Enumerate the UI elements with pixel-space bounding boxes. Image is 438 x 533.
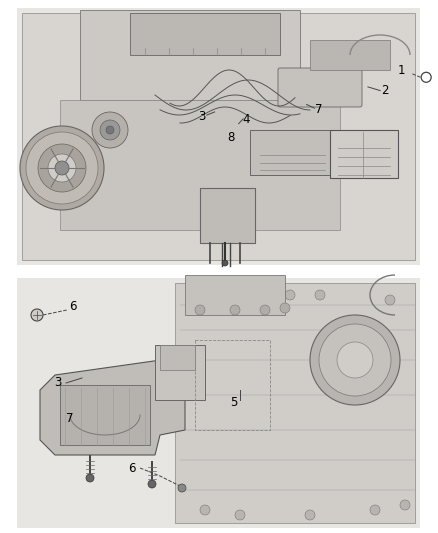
Text: 6: 6	[128, 462, 136, 474]
FancyBboxPatch shape	[80, 10, 300, 100]
Text: 7: 7	[66, 411, 74, 424]
Circle shape	[225, 290, 235, 300]
Text: 3: 3	[199, 110, 206, 123]
Circle shape	[48, 154, 76, 182]
Circle shape	[385, 295, 395, 305]
Circle shape	[319, 324, 391, 396]
Circle shape	[260, 305, 270, 315]
Text: 3: 3	[54, 376, 62, 390]
Circle shape	[235, 510, 245, 520]
Circle shape	[92, 112, 128, 148]
Text: 7: 7	[315, 103, 323, 116]
Bar	[22, 13, 415, 260]
FancyBboxPatch shape	[185, 275, 285, 315]
Polygon shape	[40, 358, 185, 455]
Circle shape	[400, 500, 410, 510]
Circle shape	[305, 510, 315, 520]
Text: 2: 2	[381, 84, 389, 97]
Circle shape	[370, 505, 380, 515]
Circle shape	[315, 290, 325, 300]
FancyBboxPatch shape	[160, 345, 195, 370]
Circle shape	[148, 480, 156, 488]
Circle shape	[26, 132, 98, 204]
Circle shape	[31, 309, 43, 321]
FancyBboxPatch shape	[330, 130, 398, 178]
FancyBboxPatch shape	[250, 130, 335, 175]
Text: 5: 5	[230, 395, 238, 408]
FancyBboxPatch shape	[60, 385, 150, 445]
Circle shape	[222, 260, 228, 266]
Circle shape	[200, 295, 210, 305]
Bar	[17, 8, 420, 265]
Circle shape	[230, 305, 240, 315]
Circle shape	[55, 161, 69, 175]
Circle shape	[86, 474, 94, 482]
Circle shape	[200, 505, 210, 515]
FancyBboxPatch shape	[60, 100, 340, 230]
FancyBboxPatch shape	[310, 40, 390, 70]
FancyBboxPatch shape	[130, 13, 280, 55]
Circle shape	[38, 144, 86, 192]
Text: 8: 8	[227, 131, 234, 144]
FancyBboxPatch shape	[200, 188, 255, 243]
Circle shape	[195, 305, 205, 315]
Circle shape	[310, 315, 400, 405]
FancyBboxPatch shape	[278, 68, 362, 107]
Circle shape	[285, 290, 295, 300]
Bar	[17, 278, 420, 528]
Text: 6: 6	[69, 301, 77, 313]
Circle shape	[100, 120, 120, 140]
Circle shape	[106, 126, 114, 134]
Circle shape	[20, 126, 104, 210]
Circle shape	[178, 484, 186, 492]
Text: 1: 1	[397, 64, 405, 77]
Circle shape	[337, 342, 373, 378]
Text: 4: 4	[243, 114, 251, 126]
FancyBboxPatch shape	[175, 283, 415, 523]
Circle shape	[280, 303, 290, 313]
FancyBboxPatch shape	[155, 345, 205, 400]
